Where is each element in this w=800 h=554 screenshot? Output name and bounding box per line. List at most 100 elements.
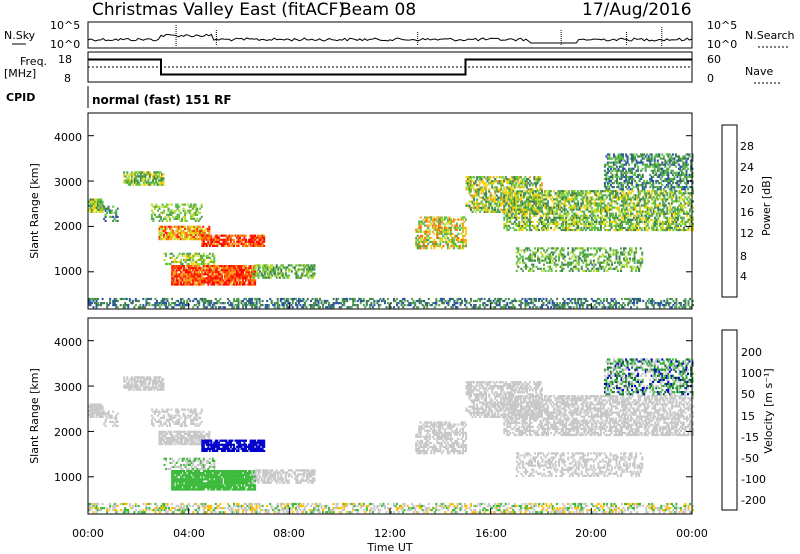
power-cell [524,222,527,225]
power-cell [607,194,610,197]
power-cell [498,304,501,307]
power-cell [589,198,592,201]
power-cell [488,299,491,303]
power-cell [563,304,566,307]
power-cell [510,214,513,217]
power-cell [503,180,506,183]
power-cell [610,224,613,227]
power-cell [424,302,427,305]
power-cell [236,297,238,301]
power-cell [160,211,162,214]
power-cell [686,210,688,213]
power-cell [298,264,301,267]
power-cell [455,245,458,248]
power-cell [196,225,199,228]
power-cell [586,190,589,193]
power-cell [553,190,556,193]
power-cell [334,302,337,305]
power-cell [368,304,371,307]
power-cell [601,194,604,197]
power-cell [613,196,616,199]
power-cell [584,218,587,221]
power-cell [177,279,180,282]
power-cell [536,210,539,213]
power-cell [211,238,214,241]
power-cell [434,228,437,231]
power-cell [572,218,575,221]
power-cell [627,304,630,307]
power-cell [242,265,244,268]
power-cell [305,299,308,303]
power-cell [692,218,694,221]
power-cell [186,252,189,255]
power-cell [459,297,462,301]
power-cell [260,244,263,247]
power-cell [667,304,670,307]
power-cell [615,220,617,223]
power-cell [427,297,430,301]
power-cell [159,183,162,186]
power-cell [265,268,268,271]
power-cell [520,249,523,252]
power-cell [193,260,196,264]
power-cell [543,249,545,252]
power-cell [169,304,172,307]
power-cell [213,279,216,282]
power-cell [513,210,516,213]
power-cell [126,177,129,180]
power-cell [500,194,503,197]
power-cell [607,302,610,305]
power-cell [684,228,687,232]
power-cell [192,269,195,272]
power-cell [125,297,128,301]
power-cell [589,228,592,232]
power-cell [397,306,400,309]
power-cell [95,200,98,203]
power-cell [160,238,162,241]
power-cell [303,304,306,307]
power-cell [124,302,127,305]
power-cell [581,306,584,309]
power-cell [518,222,521,225]
power-cell [95,304,98,307]
power-cell [193,265,196,268]
power-cell [186,269,189,272]
power-cell [332,302,335,305]
power-cell [249,277,252,280]
power-cell [542,214,545,217]
power-cell [100,198,103,201]
power-cell [682,304,685,307]
power-cell [299,299,302,303]
power-cell [678,198,681,201]
power-cell [592,212,595,215]
power-cell [248,302,251,305]
power-cell [592,198,595,201]
power-cell [180,279,183,282]
power-cell [294,304,297,307]
power-cell [553,220,556,223]
power-cell [196,269,199,272]
power-cell [109,299,112,303]
power-cell [636,218,639,221]
power-cell [179,225,182,228]
power-cell [202,265,205,268]
power-cell [592,222,595,225]
power-cell [580,302,583,305]
power-cell [500,184,503,187]
power-cell [645,214,648,217]
power-cell [539,176,542,179]
power-cell [519,226,522,230]
power-cell [562,214,565,217]
power-cell [602,220,605,223]
power-cell [174,271,177,274]
power-cell [456,299,459,303]
power-cell [150,217,153,220]
power-cell [204,277,207,280]
power-cell [177,275,180,278]
power-cell [663,306,666,309]
power-cell [510,186,513,189]
power-cell [335,302,338,305]
power-cell [219,281,222,284]
power-cell [590,202,593,205]
power-cell [655,220,658,223]
